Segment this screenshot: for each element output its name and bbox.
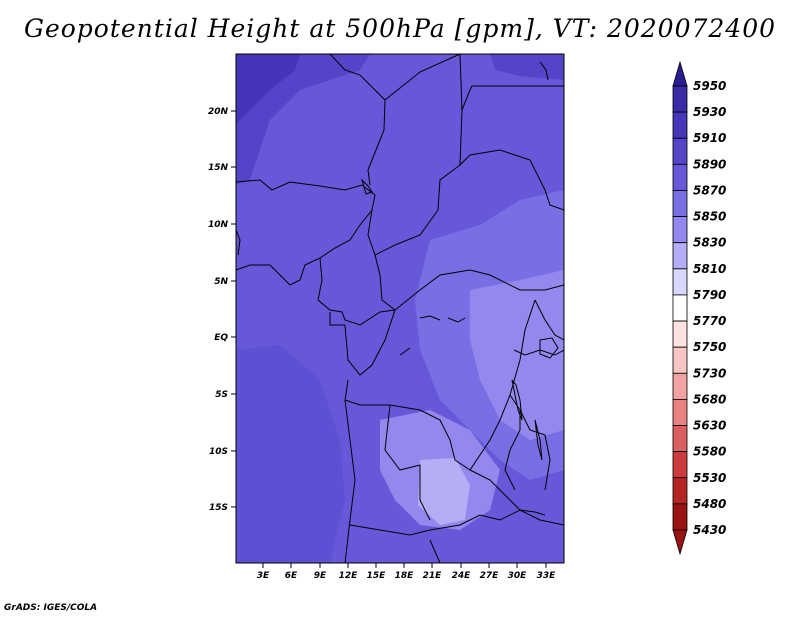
colorbar-label: 5870 [693,183,726,197]
border-angola-west [344,399,356,563]
colorbar-swatch [672,346,688,374]
chart-title: Geopotential Height at 500hPa [gpm], VT:… [23,14,777,43]
colorbar-swatch [672,190,688,217]
lon-label: 3E [257,571,270,581]
border-namibia [349,509,564,536]
lat-label: 5N [214,277,228,287]
river-congo-b [447,317,466,323]
colorbar-swatch [672,320,688,348]
field-ocean-sw [236,345,345,563]
lake-malawi [534,419,543,461]
lat-label: 5S [215,390,228,400]
nile-delta [539,61,549,81]
lat-axis: 20N 15N 10N 5N EQ 5S 10S 15S [208,107,236,513]
colorbar-label: 5750 [693,340,726,354]
colorbar-swatch [672,451,688,479]
colorbar-swatch [672,399,688,426]
colorbar-swatch [672,242,688,270]
lake-chad [360,178,373,195]
colorbar-label: 5580 [693,445,726,459]
field-5910-nw [236,54,300,125]
border-eq-guinea [329,312,345,326]
lon-label: 33E [537,571,557,581]
colorbar-label: 5430 [693,523,726,537]
colorbar-label: 5950 [693,79,726,93]
height-field [236,54,564,563]
grads-credit: GrADS: IGES/COLA [4,603,98,613]
map-frame [235,53,565,564]
colorbar-label: 5680 [693,392,726,406]
colorbar-label: 5830 [693,236,726,250]
colorbar-label: 5530 [693,471,726,485]
colorbar: 5950 5930 5910 5890 5870 5850 5830 5810 5790 5770… [672,60,726,556]
colorbar-swatch [672,372,688,400]
border-gabon-congo [344,309,396,376]
lake-kariba [519,509,546,516]
colorbar-swatch [672,111,688,139]
lat-label: 10S [209,447,228,457]
colorbar-swatch [672,477,688,505]
lat-label: EQ [214,333,228,343]
border-egypt-sudan [461,85,564,111]
border-tanzania [504,394,521,491]
lon-label: 15E [367,571,387,581]
lon-label: 12E [339,571,359,581]
border-sudan-south [459,149,564,211]
lon-label: 30E [508,571,528,581]
lon-label: 27E [480,571,500,581]
lat-label: 20N [208,107,229,117]
colorbar-swatch [672,268,688,296]
colorbar-swatch [672,294,688,322]
colorbar-swatch [672,163,688,191]
border-cameroon [317,257,396,326]
colorbar-max-triangle [672,60,688,87]
colorbar-label: 5890 [693,157,726,171]
colorbar-label: 5790 [693,288,726,302]
river-congo-a [419,315,441,321]
border-botswana [429,539,441,563]
country-borders [236,54,564,563]
colorbar-min-triangle [672,529,688,556]
colorbar-swatch [672,425,688,453]
border-chad [367,54,463,256]
lon-label: 18E [395,571,415,581]
border-mozambique [519,409,551,491]
colorbar-swatch [672,85,688,113]
field-5890-ne [490,54,564,80]
field-5830-east [470,270,564,440]
lon-label: 21E [423,571,443,581]
colorbar-label: 5480 [693,497,726,511]
lat-label: 10N [208,220,229,230]
lat-label: 15N [208,163,229,173]
border-kenya [534,299,564,341]
colorbar-swatch [672,216,688,244]
lon-label: 24E [452,571,472,581]
lon-axis: 3E 6E 9E 12E 15E 18E 21E 24E 27E 30E 33E [257,563,556,581]
border-west-africa [236,179,376,286]
colorbar-label: 5810 [693,262,726,276]
colorbar-swatch [672,137,688,165]
river-congo-c [399,347,411,356]
colorbar-label: 5930 [693,105,726,119]
lake-victoria [539,337,559,359]
coast-west [236,229,241,256]
lake-tanganyika [511,379,523,421]
colorbar-label: 5630 [693,419,726,433]
border-car [374,254,564,311]
colorbar-label: 5910 [693,131,726,145]
colorbar-label: 5850 [693,210,726,224]
border-angola-zambia [384,404,431,521]
lat-label: 15S [209,503,228,513]
colorbar-label: 5770 [693,314,726,328]
lon-label: 9E [314,571,327,581]
lon-label: 6E [285,571,298,581]
border-drc [344,299,536,471]
border-libya [384,54,461,101]
border-zambia-zimbabwe [469,469,521,511]
colorbar-label: 5730 [693,366,726,380]
field-5810-south [418,458,470,525]
colorbar-swatch [672,503,688,531]
